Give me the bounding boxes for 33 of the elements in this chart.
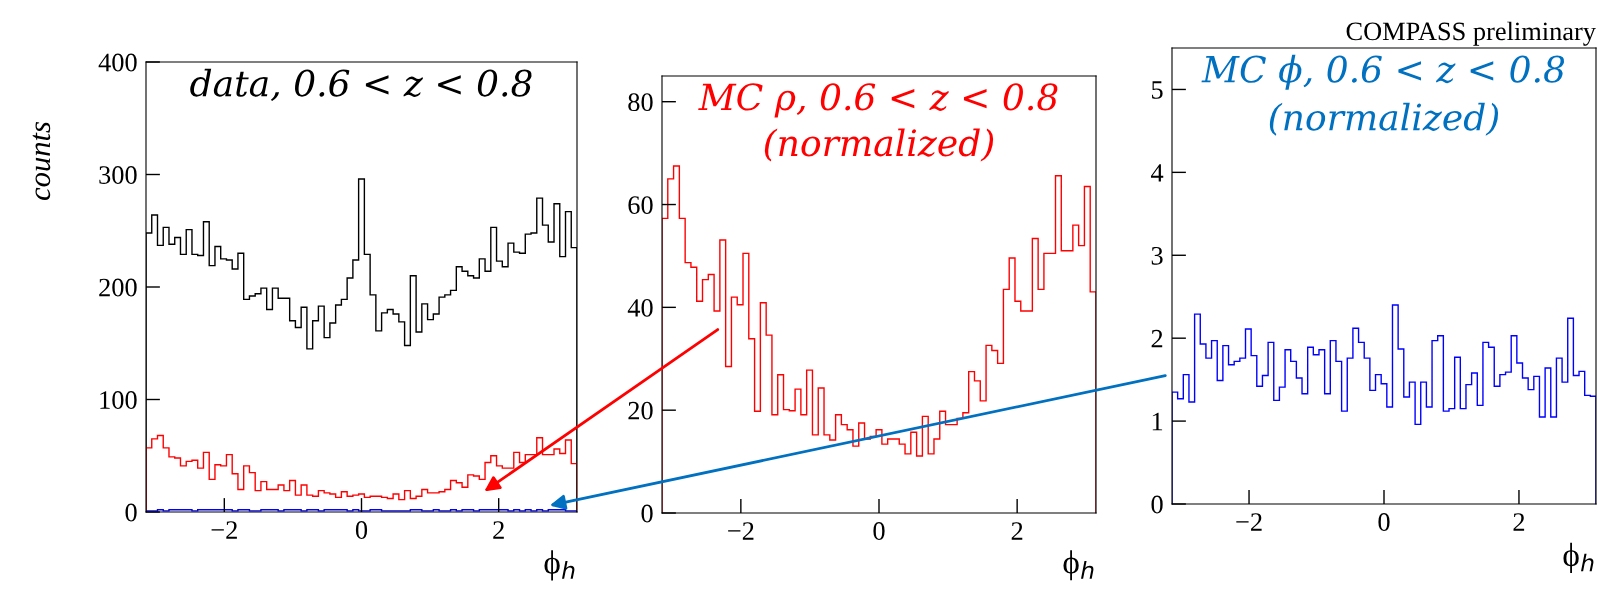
- y-tick-label: 100: [100, 391, 137, 409]
- x-tick-label: −2: [1236, 513, 1262, 531]
- y-tick-label: 300: [99, 166, 137, 184]
- chart-title: MC ρ, 0.6 < z < 0.8: [698, 83, 1058, 118]
- y-tick-label: 60: [628, 196, 653, 214]
- y-tick-label: 200: [99, 278, 137, 297]
- x-axis-title: ϕ$_{h}$: [1563, 542, 1594, 573]
- x-tick-label: 2: [1011, 522, 1023, 540]
- y-tick-label: 4: [1150, 164, 1164, 182]
- chart-title: data, 0.6 < z < 0.8: [190, 68, 532, 102]
- y-tick-label: 3: [1151, 246, 1163, 265]
- y-tick-label: 80: [628, 93, 653, 112]
- x-axis-title: ϕ$_{h}$: [1063, 550, 1094, 581]
- text: (normalized): [764, 128, 994, 162]
- x-tick-label: 0: [873, 522, 885, 540]
- text: COMPASS preliminary: [1346, 21, 1596, 46]
- x-axis-title: ϕ$_{h}$: [544, 550, 575, 581]
- x-tick-label: 2: [493, 521, 504, 539]
- y-tick-label: 20: [628, 401, 653, 420]
- y-axis-title: counts: [32, 122, 51, 200]
- y-tick-label: 5: [1152, 81, 1163, 99]
- y-tick-label: 40: [627, 298, 653, 317]
- y-tick-label: 400: [98, 53, 137, 72]
- y-tick-label: 1: [1152, 412, 1163, 431]
- y-tick-label: 0: [1151, 495, 1163, 514]
- chart-title: MC ϕ, 0.6 < z < 0.8: [1201, 54, 1565, 90]
- x-tick-label: −2: [728, 522, 754, 540]
- y-tick-label: 2: [1151, 329, 1163, 348]
- text: (normalized): [1269, 102, 1499, 136]
- x-tick-label: 2: [1513, 513, 1525, 531]
- x-tick-label: −2: [211, 521, 237, 539]
- x-tick-label: 0: [1378, 513, 1390, 531]
- x-tick-label: 0: [355, 521, 368, 539]
